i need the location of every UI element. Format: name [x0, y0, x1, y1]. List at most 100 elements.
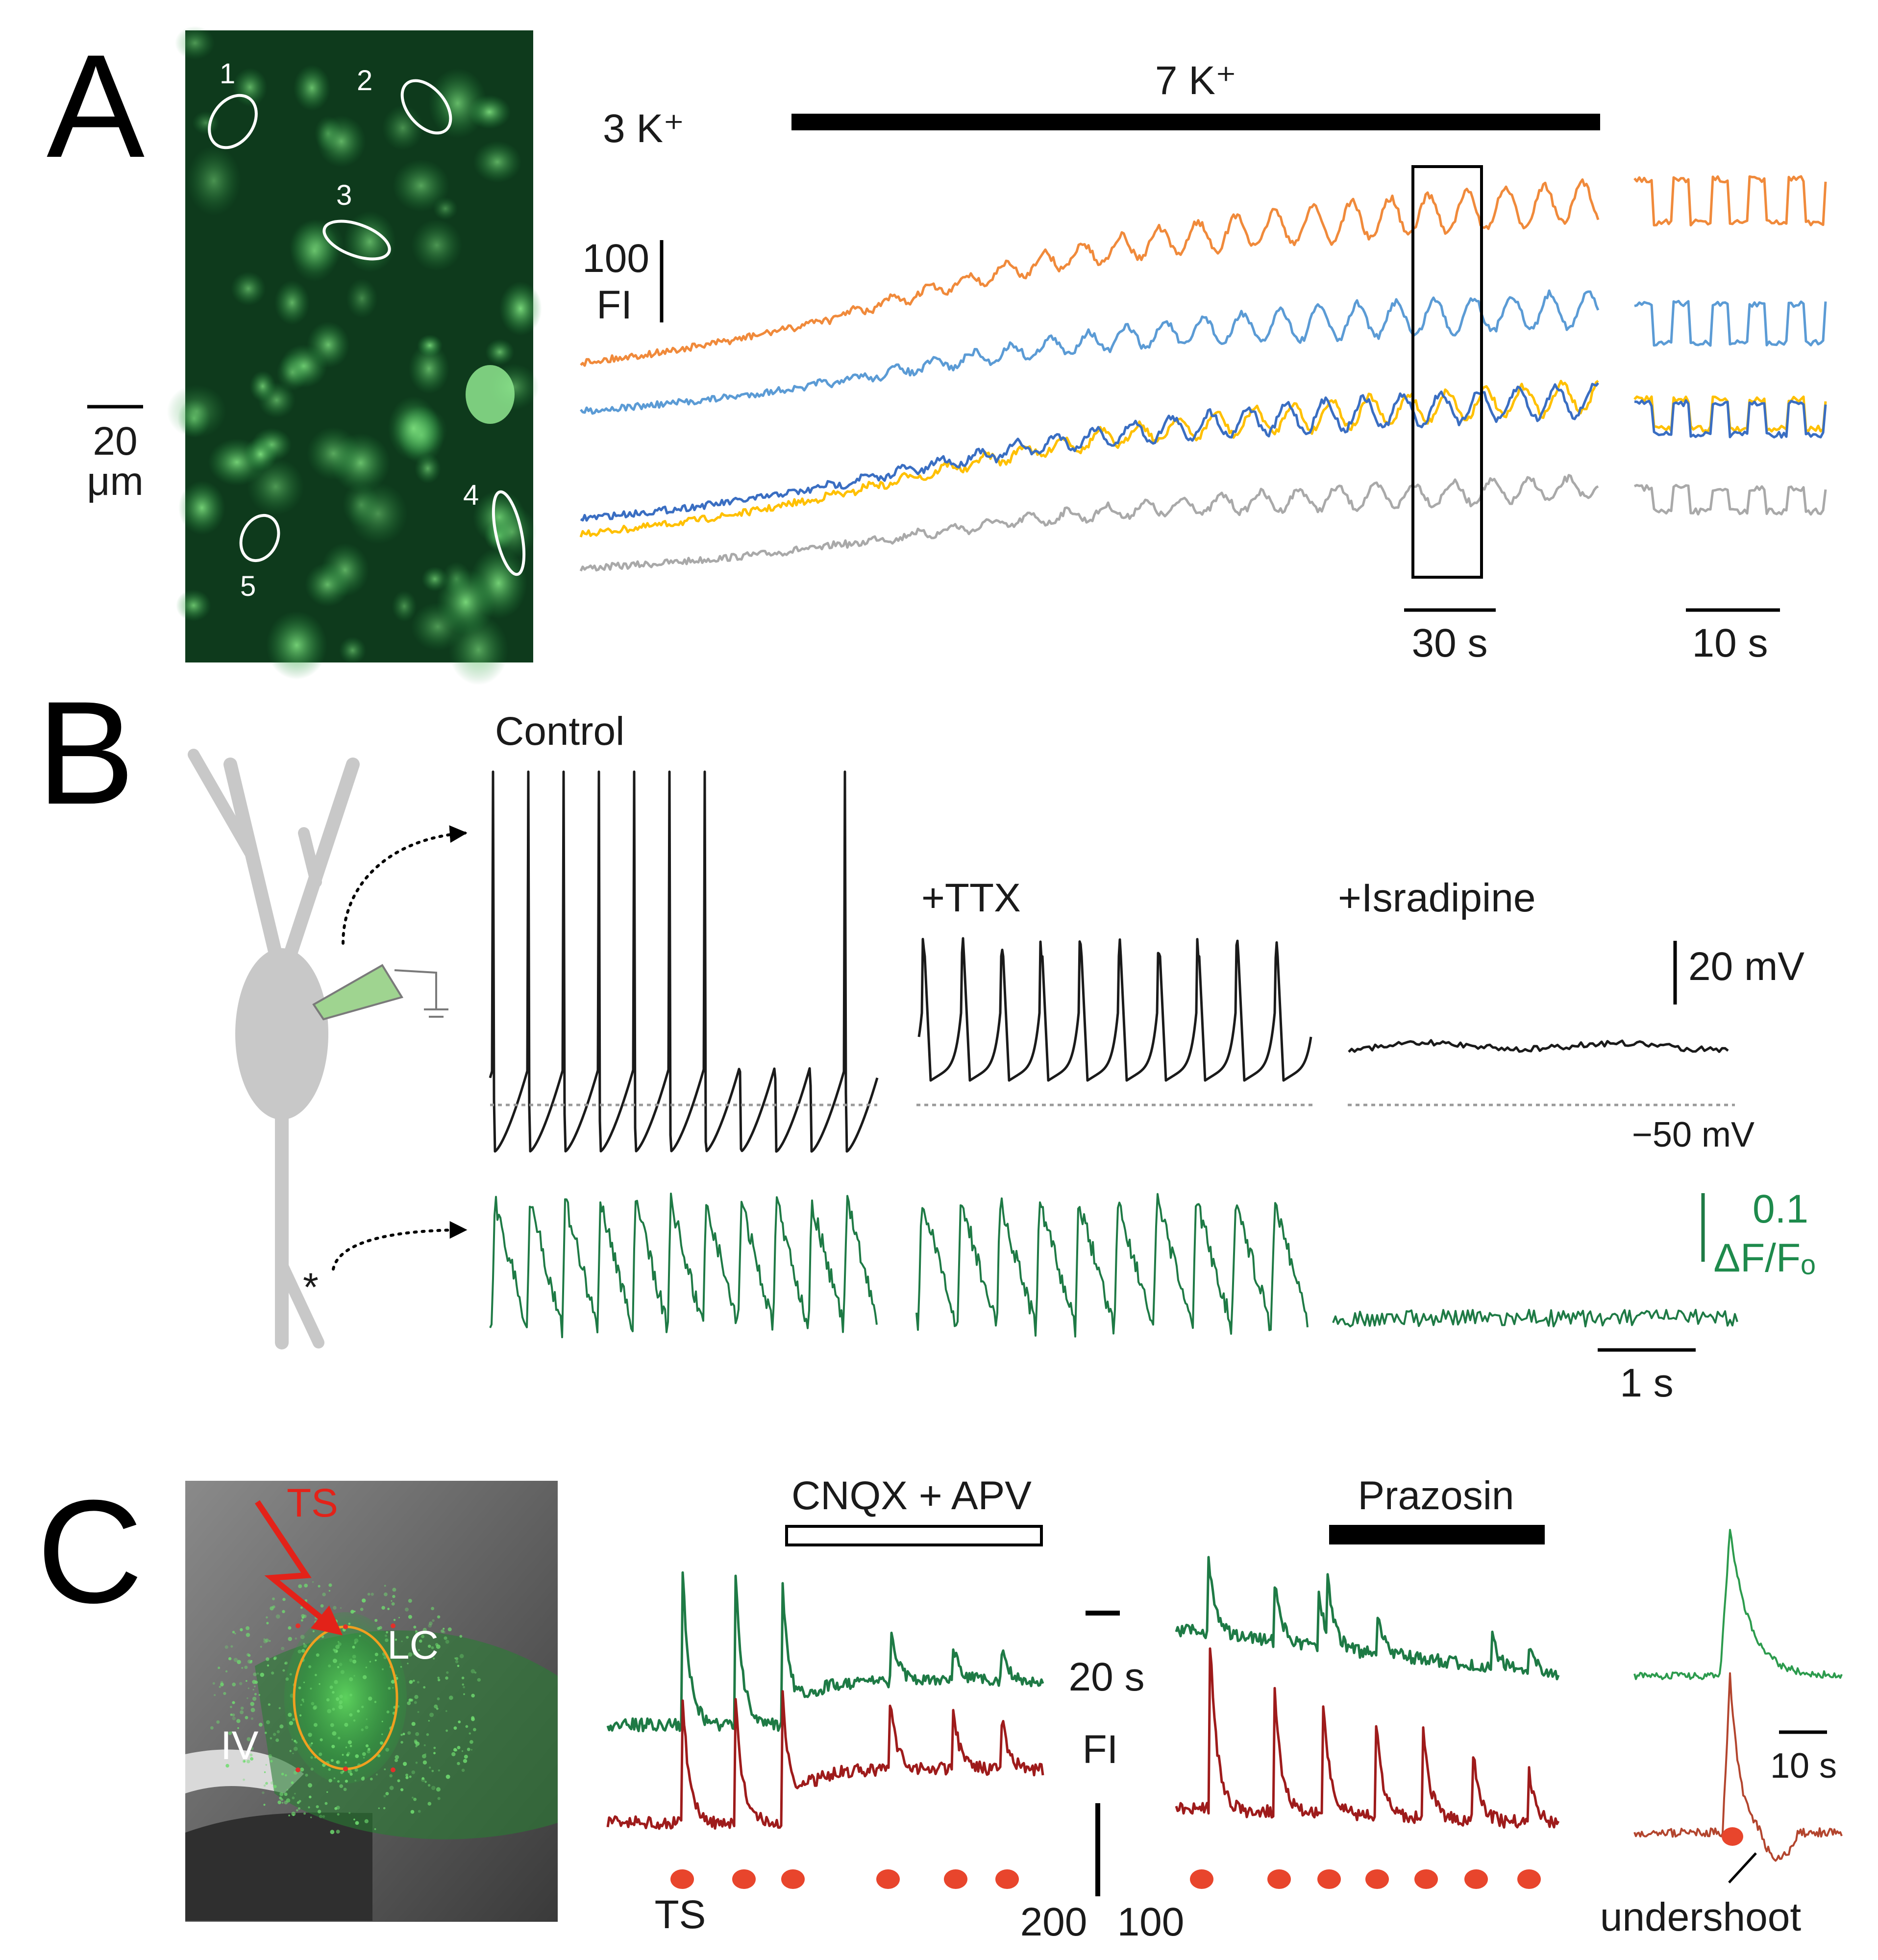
speckle [319, 1814, 322, 1818]
roi-label-5: 5 [240, 570, 256, 602]
speckle [320, 1604, 324, 1608]
speckle [224, 1645, 228, 1649]
speckle [411, 1722, 416, 1726]
speckle [240, 1710, 244, 1715]
speckle [338, 1642, 342, 1646]
speckle [428, 1621, 433, 1625]
panel-c-image: TS LC IV [185, 1481, 558, 1922]
speckle [258, 1722, 263, 1727]
speckle [328, 1768, 331, 1771]
speckle [234, 1633, 236, 1635]
cell-body [305, 563, 350, 607]
speckle [362, 1776, 365, 1779]
speckle [374, 1659, 377, 1662]
speckle [311, 1742, 313, 1744]
inset-trace [1634, 399, 1827, 439]
speckle [378, 1807, 380, 1809]
speckle [328, 1583, 332, 1587]
speckle [266, 1616, 268, 1618]
speckle [414, 1701, 417, 1704]
speckle [348, 1812, 351, 1814]
speckle [354, 1611, 356, 1613]
speckle [210, 1726, 214, 1730]
speckle [413, 1651, 418, 1656]
speckle [284, 1792, 288, 1796]
speckle [414, 1740, 418, 1744]
speckle [300, 1606, 303, 1609]
speckle [354, 1779, 357, 1782]
speckle [294, 1740, 297, 1742]
speckle [303, 1644, 307, 1648]
speckle [385, 1792, 389, 1795]
speckle [266, 1621, 269, 1625]
speckle [385, 1634, 387, 1637]
stimulus-dot [1190, 1869, 1213, 1889]
speckle [445, 1676, 448, 1680]
speckle [453, 1726, 457, 1730]
speckle [432, 1619, 435, 1622]
speckle [285, 1774, 287, 1777]
speckle [345, 1746, 347, 1748]
speckle [459, 1654, 464, 1659]
fi-scale-unit: FI [596, 283, 632, 327]
speckle [353, 1719, 356, 1722]
speckle [339, 1694, 343, 1698]
time-scale-main-label: 30 s [1412, 621, 1488, 665]
speckle [297, 1649, 302, 1654]
speckle [434, 1704, 438, 1709]
stimulus-dot [1317, 1869, 1341, 1889]
cell-body [339, 637, 367, 664]
cell-body [192, 111, 220, 135]
speckle [305, 1773, 308, 1777]
cell-body [176, 589, 212, 622]
speckle [352, 1659, 357, 1664]
speckle [400, 1734, 403, 1736]
speckle [336, 1830, 340, 1834]
speckle [412, 1679, 415, 1682]
speckle [328, 1590, 331, 1592]
speckle [437, 1615, 441, 1618]
speckle [313, 1723, 318, 1727]
speckle [445, 1710, 447, 1712]
speckle [355, 1754, 359, 1758]
cell-body [408, 343, 450, 394]
speckle [319, 1683, 321, 1685]
speckle [361, 1728, 364, 1731]
speckle [299, 1714, 302, 1716]
speckle [336, 1697, 340, 1701]
speckle [367, 1592, 371, 1596]
speckle [262, 1791, 265, 1794]
speckle [429, 1713, 434, 1717]
speckle [407, 1731, 411, 1735]
fluorescent-speckles [210, 1581, 481, 1835]
speckle [266, 1657, 270, 1661]
speckle [354, 1642, 357, 1644]
speckle [349, 1713, 353, 1717]
speckle [270, 1781, 274, 1785]
speckle [457, 1665, 460, 1667]
cell-body [306, 427, 360, 480]
speckle [239, 1682, 243, 1686]
speckle [336, 1760, 341, 1764]
speckle [464, 1755, 468, 1759]
speckle [344, 1722, 348, 1727]
speckle [295, 1741, 298, 1744]
lc-calcium-traces [606, 1556, 1560, 1830]
speckle [318, 1585, 321, 1588]
speckle [272, 1785, 276, 1788]
undershoot-pointer [1728, 1852, 1757, 1884]
speckle [470, 1740, 473, 1744]
speckle [433, 1752, 436, 1755]
speckle [362, 1598, 366, 1603]
speckle [310, 1816, 312, 1818]
speckle [230, 1714, 233, 1716]
speckle [374, 1652, 378, 1656]
neuron-cell-bodies [167, 26, 542, 686]
speckle [386, 1710, 390, 1714]
speckle [349, 1658, 353, 1662]
speckle [242, 1760, 246, 1763]
speckle [375, 1773, 378, 1776]
speckle [389, 1786, 394, 1790]
speckle [462, 1683, 464, 1686]
isradipine-voltage-trace [1348, 1039, 1729, 1053]
